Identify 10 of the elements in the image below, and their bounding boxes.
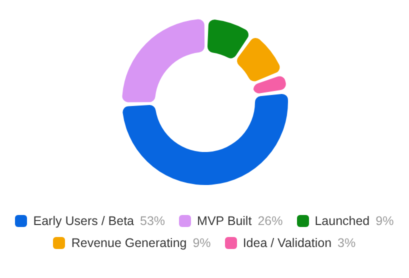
legend-label: Launched [314, 214, 370, 228]
data-label: 9% [192, 236, 211, 250]
legend-label: Revenue Generating [71, 236, 187, 250]
data-label: 3% [338, 236, 356, 250]
data-label: 53% [140, 214, 166, 228]
legend-label: Idea / Validation [242, 236, 332, 250]
legend-label: MVP Built [197, 214, 252, 228]
data-label: 26% [258, 214, 283, 228]
legend-label: Early Users / Beta [33, 214, 134, 228]
data-label: 9% [376, 214, 394, 228]
